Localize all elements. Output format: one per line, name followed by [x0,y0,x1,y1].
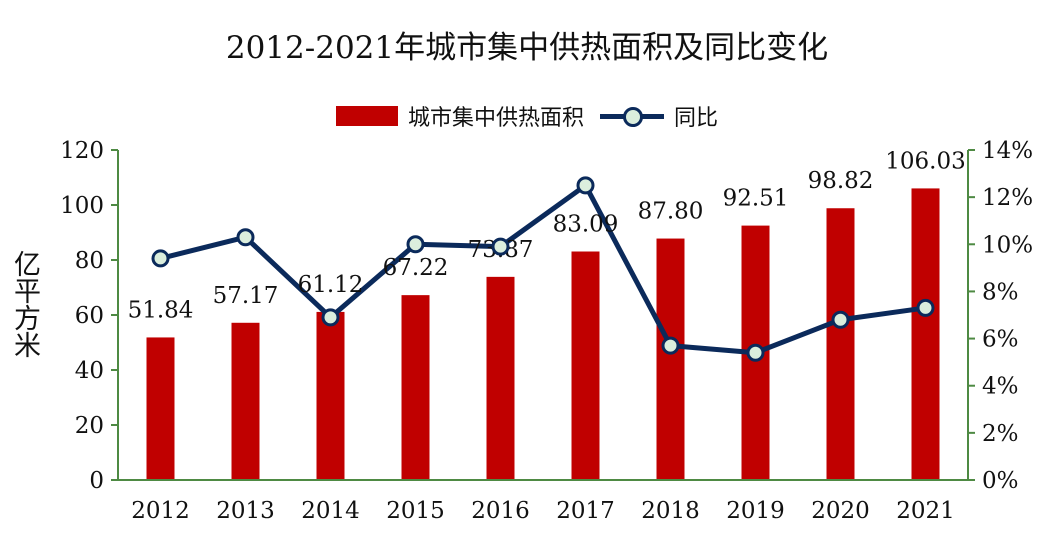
y2-tick-label: 4% [982,374,1019,400]
line-point-2014 [321,308,340,327]
bar-2013 [231,322,260,480]
y-tick-label: 80 [75,248,104,274]
bar-data-label: 83.09 [553,212,619,238]
bar-data-label: 98.82 [808,168,874,194]
legend-line-label: 同比 [674,106,719,131]
line-point-2013 [236,228,255,247]
bar-data-label: 87.80 [638,199,704,225]
x-tick-label: 2018 [641,498,700,524]
bar-data-label: 51.84 [128,297,194,323]
line-series-yoy [159,182,926,356]
bar-2015 [401,295,430,480]
y2-tick-label: 2% [982,421,1019,447]
x-tick-label: 2016 [471,498,530,524]
bar-2017 [571,251,600,480]
line-point-2015 [406,235,425,254]
x-tick-label: 2014 [301,498,360,524]
y2-tick-label: 6% [982,327,1019,353]
chart-title: 2012-2021年城市集中供热面积及同比变化 [225,30,829,66]
x-tick-label: 2013 [216,498,275,524]
bar-data-label: 57.17 [213,283,279,309]
x-tick-label: 2015 [386,498,445,524]
line-point-2016 [491,237,510,256]
y-axis-label: 亿平方米 [8,250,40,366]
x-tick-label: 2012 [131,498,190,524]
y-tick-label: 40 [75,358,104,384]
y-tick-label: 0 [89,468,104,494]
bar-2018 [656,238,685,480]
x-tick-label: 2021 [896,498,955,524]
y2-tick-label: 8% [982,279,1019,305]
line-point-2012 [151,249,170,268]
bar-2014 [316,311,345,480]
x-tick-label: 2019 [726,498,785,524]
bar-data-label: 67.22 [383,255,449,281]
bar-data-label: 61.12 [298,272,364,298]
bar-data-label: 92.51 [723,186,789,212]
bar-2020 [826,208,855,480]
y-axis-label-text: 亿平方米 [9,250,40,358]
bar-2021 [911,188,940,481]
legend-bar-label: 城市集中供热面积 [407,106,584,131]
y2-tick-label: 0% [982,468,1019,494]
y2-tick-label: 12% [982,185,1033,211]
bar-2012 [146,337,175,480]
y2-tick-label: 14% [982,138,1033,164]
legend-line-swatch [600,106,664,127]
line-point-2018 [661,336,680,355]
bar-2016 [486,276,515,480]
y2-tick-label: 10% [982,232,1033,258]
line-point-2021 [916,298,935,317]
x-tick-label: 2017 [556,498,615,524]
x-tick-label: 2020 [811,498,870,524]
y-tick-label: 100 [60,193,104,219]
line-point-2019 [746,343,765,362]
y-tick-label: 20 [75,413,104,439]
y-tick-label: 120 [60,138,104,164]
legend: 城市集中供热面积 同比 [0,100,1054,132]
line-point-2020 [831,310,850,329]
bar-data-label: 106.03 [885,148,965,174]
line-point-2017 [576,176,595,195]
y-tick-label: 60 [75,303,104,329]
legend-bar-swatch [335,106,398,126]
